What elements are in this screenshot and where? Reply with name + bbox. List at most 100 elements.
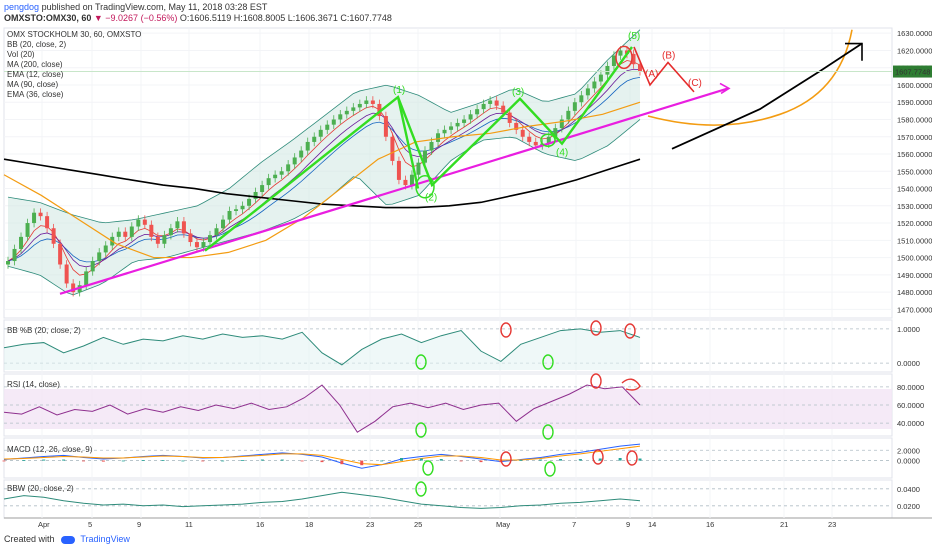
panel-frame-0 bbox=[3, 27, 893, 319]
candle-body bbox=[273, 174, 278, 179]
bbw-panel-label[interactable]: BBW (20, close, 2) bbox=[7, 484, 74, 493]
annotation-circle bbox=[542, 354, 554, 370]
bbpb-series-line bbox=[3, 328, 641, 366]
wave-two-leg bbox=[396, 96, 420, 189]
candle-body bbox=[533, 141, 538, 146]
candle-body bbox=[331, 119, 336, 125]
macd-panel-label[interactable]: MACD (12, 26, close, 9) bbox=[7, 445, 93, 454]
wave-5-circle bbox=[615, 45, 633, 70]
candle-body bbox=[253, 191, 258, 199]
macd-histogram-bar bbox=[459, 460, 463, 462]
candle-body bbox=[344, 110, 349, 115]
time-tick-label: May bbox=[496, 520, 510, 529]
last-price-tag bbox=[893, 65, 932, 78]
author-link[interactable]: pengdog bbox=[4, 2, 40, 12]
candle-body bbox=[240, 205, 245, 210]
candle-body bbox=[416, 162, 421, 175]
price-tick-label: 1510.0000 bbox=[897, 236, 932, 245]
ema12-line bbox=[7, 60, 641, 276]
bollinger-fill bbox=[8, 29, 640, 295]
ma200-projection bbox=[671, 42, 863, 150]
candle-body bbox=[181, 221, 186, 234]
macd-histogram-bar bbox=[62, 459, 66, 461]
price-tick-label: 1590.0000 bbox=[897, 98, 932, 107]
projection-arrow bbox=[845, 42, 863, 61]
macd-histogram-bar bbox=[280, 459, 284, 461]
annotation-circle bbox=[500, 322, 512, 338]
candle-body bbox=[286, 164, 291, 172]
annotation-circle bbox=[500, 451, 512, 467]
macd-histogram-bar bbox=[638, 458, 642, 461]
candle-body bbox=[162, 235, 167, 244]
time-tick-label: 9 bbox=[626, 520, 630, 529]
candle-body bbox=[546, 136, 551, 144]
bollinger-upper bbox=[7, 29, 641, 224]
candle-body bbox=[188, 233, 193, 243]
ema36-line bbox=[3, 101, 641, 259]
candle-body bbox=[71, 283, 76, 293]
candle-body bbox=[429, 141, 434, 151]
candle-body bbox=[422, 150, 427, 163]
macd-histogram-bar bbox=[519, 460, 523, 461]
candle-body bbox=[221, 219, 226, 229]
price-tick-label: 1500.0000 bbox=[897, 254, 932, 263]
macd-histogram-bar bbox=[598, 458, 602, 461]
macd-histogram-bar bbox=[121, 460, 125, 462]
candle-body bbox=[266, 178, 271, 186]
candle-body bbox=[6, 261, 10, 265]
candle-body bbox=[553, 128, 558, 137]
annotation-circle bbox=[422, 460, 434, 476]
footer-created-text: Created with bbox=[4, 534, 55, 544]
macd-histogram-bar bbox=[2, 460, 6, 462]
candle-body bbox=[592, 81, 597, 89]
rsi-peak-annotation bbox=[621, 378, 641, 391]
price-tick-label: 1490.0000 bbox=[897, 271, 932, 280]
price-tick-label: 1550.0000 bbox=[897, 167, 932, 176]
wave-4-circle bbox=[540, 133, 556, 147]
publish-info: published on TradingView.com, May 11, 20… bbox=[41, 2, 268, 12]
bbpb-fill bbox=[4, 328, 640, 370]
candle-body bbox=[481, 103, 486, 110]
legend-item-vol[interactable]: Vol (20) bbox=[7, 50, 35, 59]
legend-item-bb[interactable]: BB (20, close, 2) bbox=[7, 40, 67, 49]
candle-body bbox=[507, 112, 512, 123]
candle-body bbox=[598, 74, 603, 82]
candle-body bbox=[299, 150, 304, 158]
legend-item-ma200[interactable]: MA (200, close) bbox=[7, 60, 63, 69]
legend-item-ma90[interactable]: MA (90, close) bbox=[7, 80, 59, 89]
macd-histogram-bar bbox=[618, 458, 622, 461]
candle-body bbox=[25, 223, 30, 237]
macd-histogram-bar bbox=[439, 459, 443, 461]
bbpb-tick-label: 1.0000 bbox=[897, 325, 920, 334]
trendline-arrow bbox=[719, 82, 731, 95]
panel-frame-4 bbox=[3, 479, 893, 519]
rsi-panel-label[interactable]: RSI (14, close) bbox=[7, 380, 60, 389]
candle-body bbox=[247, 198, 252, 206]
time-tick-label: 7 bbox=[572, 520, 576, 529]
legend-item-ema12[interactable]: EMA (12, close) bbox=[7, 70, 64, 79]
candle-body bbox=[279, 171, 284, 175]
candle-body bbox=[494, 100, 499, 106]
ma90-line bbox=[7, 76, 641, 263]
wave-label: (4) bbox=[556, 148, 568, 159]
tradingview-brand-link[interactable]: TradingView bbox=[80, 534, 130, 544]
candle-body bbox=[566, 110, 571, 120]
panel-frame-1 bbox=[3, 319, 893, 373]
annotation-circle bbox=[544, 461, 556, 477]
annotation-circle bbox=[592, 449, 604, 465]
legend-item-ema36[interactable]: EMA (36, close) bbox=[7, 90, 64, 99]
bbpb-panel-label[interactable]: BB %B (20, close, 2) bbox=[7, 326, 81, 335]
time-tick-label: 23 bbox=[366, 520, 374, 529]
macd-histogram-bar bbox=[22, 460, 26, 461]
bbw-tick-label: 0.0200 bbox=[897, 502, 920, 511]
macd-histogram-bar bbox=[201, 460, 205, 462]
candle-body bbox=[468, 114, 473, 120]
candle-body bbox=[638, 64, 642, 72]
candle-body bbox=[136, 219, 141, 227]
elliott-wave-path bbox=[204, 46, 633, 252]
bbpb-tick-label: 0.0000 bbox=[897, 359, 920, 368]
chart-header: pengdog published on TradingView.com, Ma… bbox=[4, 2, 392, 24]
macd-histogram-bar bbox=[419, 458, 423, 461]
candle-body bbox=[579, 95, 584, 103]
